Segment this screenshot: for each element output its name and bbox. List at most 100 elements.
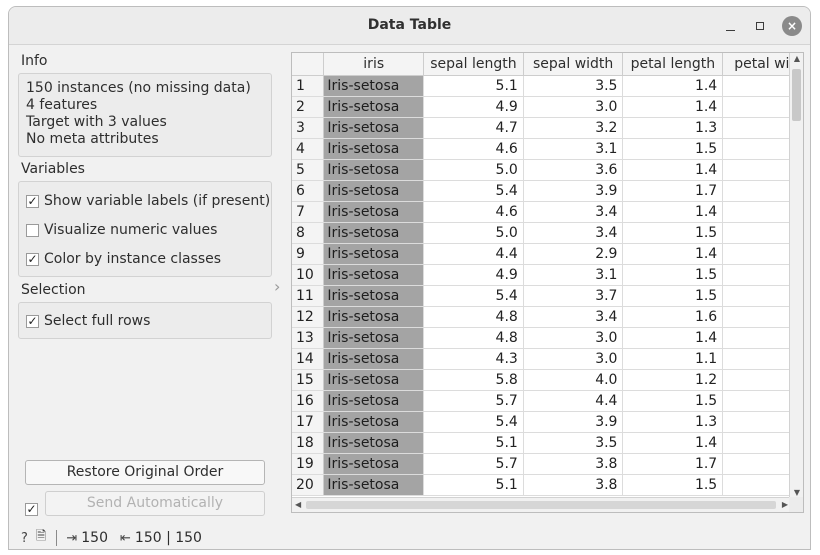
minimize-button[interactable] xyxy=(719,15,741,37)
sepal-length-cell[interactable]: 5.4 xyxy=(423,180,524,202)
petal-length-cell[interactable]: 1.5 xyxy=(622,264,724,286)
petal-length-cell[interactable]: 1.3 xyxy=(622,117,724,139)
table-row[interactable]: 19 Iris-setosa 5.7 3.8 1.7 xyxy=(292,453,803,475)
row-number[interactable]: 8 xyxy=(292,222,325,244)
visualize-numeric-checkbox[interactable] xyxy=(26,223,39,237)
row-number[interactable]: 5 xyxy=(292,159,325,181)
show-variable-labels-option[interactable]: ✓ Show variable labels (if present) xyxy=(26,191,270,211)
show-variable-labels-checkbox[interactable]: ✓ xyxy=(26,193,39,208)
send-automatically-button[interactable]: Send Automatically xyxy=(45,491,265,516)
iris-class-cell[interactable]: Iris-setosa xyxy=(323,222,425,244)
sepal-length-cell[interactable]: 4.7 xyxy=(423,117,524,139)
table-row[interactable]: 7 Iris-setosa 4.6 3.4 1.4 xyxy=(292,201,803,223)
sepal-length-cell[interactable]: 5.1 xyxy=(423,75,524,97)
table-row[interactable]: 9 Iris-setosa 4.4 2.9 1.4 xyxy=(292,243,803,265)
iris-class-cell[interactable]: Iris-setosa xyxy=(323,75,425,97)
iris-class-cell[interactable]: Iris-setosa xyxy=(323,306,425,328)
table-row[interactable]: 1 Iris-setosa 5.1 3.5 1.4 xyxy=(292,75,803,97)
row-number[interactable]: 18 xyxy=(292,432,325,454)
sepal-length-cell[interactable]: 5.4 xyxy=(423,411,524,433)
scroll-down-icon[interactable]: ▼ xyxy=(793,488,801,497)
data-table[interactable]: iris sepal length sepal width petal leng… xyxy=(291,52,804,513)
sepal-length-cell[interactable]: 5.0 xyxy=(423,159,524,181)
column-header-petal-width[interactable]: petal wi xyxy=(722,53,803,76)
select-full-rows-checkbox[interactable]: ✓ xyxy=(26,313,39,328)
sepal-width-cell[interactable]: 3.9 xyxy=(523,180,624,202)
column-header-iris[interactable]: iris xyxy=(323,53,425,76)
sepal-width-cell[interactable]: 4.4 xyxy=(523,390,624,412)
iris-class-cell[interactable]: Iris-setosa xyxy=(323,264,425,286)
sepal-width-cell[interactable]: 3.1 xyxy=(523,138,624,160)
table-row[interactable]: 10 Iris-setosa 4.9 3.1 1.5 xyxy=(292,264,803,286)
iris-class-cell[interactable]: Iris-setosa xyxy=(323,285,425,307)
row-number[interactable]: 17 xyxy=(292,411,325,433)
row-number[interactable]: 2 xyxy=(292,96,325,118)
sepal-width-cell[interactable]: 4.0 xyxy=(523,369,624,391)
iris-class-cell[interactable]: Iris-setosa xyxy=(323,390,425,412)
sepal-length-cell[interactable]: 4.8 xyxy=(423,327,524,349)
iris-class-cell[interactable]: Iris-setosa xyxy=(323,159,425,181)
table-row[interactable]: 17 Iris-setosa 5.4 3.9 1.3 xyxy=(292,411,803,433)
row-number[interactable]: 3 xyxy=(292,117,325,139)
petal-length-cell[interactable]: 1.2 xyxy=(622,369,724,391)
petal-length-cell[interactable]: 1.5 xyxy=(622,474,724,496)
column-header-petal-length[interactable]: petal length xyxy=(622,53,724,76)
petal-length-cell[interactable]: 1.5 xyxy=(622,222,724,244)
row-number[interactable]: 6 xyxy=(292,180,325,202)
sepal-length-cell[interactable]: 5.7 xyxy=(423,453,524,475)
sepal-length-cell[interactable]: 4.3 xyxy=(423,348,524,370)
sepal-width-cell[interactable]: 3.4 xyxy=(523,222,624,244)
vertical-scroll-thumb[interactable] xyxy=(792,69,801,121)
sepal-width-cell[interactable]: 2.9 xyxy=(523,243,624,265)
petal-length-cell[interactable]: 1.3 xyxy=(622,411,724,433)
sepal-length-cell[interactable]: 4.9 xyxy=(423,96,524,118)
scroll-up-icon[interactable]: ▲ xyxy=(793,54,801,63)
close-button[interactable]: × xyxy=(782,16,802,36)
petal-length-cell[interactable]: 1.4 xyxy=(622,243,724,265)
table-row[interactable]: 11 Iris-setosa 5.4 3.7 1.5 xyxy=(292,285,803,307)
scroll-right-icon[interactable]: ▶ xyxy=(781,500,788,509)
iris-class-cell[interactable]: Iris-setosa xyxy=(323,474,425,496)
sepal-length-cell[interactable]: 4.4 xyxy=(423,243,524,265)
sepal-length-cell[interactable]: 5.4 xyxy=(423,285,524,307)
table-row[interactable]: 14 Iris-setosa 4.3 3.0 1.1 xyxy=(292,348,803,370)
iris-class-cell[interactable]: Iris-setosa xyxy=(323,411,425,433)
row-number[interactable]: 12 xyxy=(292,306,325,328)
visualize-numeric-option[interactable]: Visualize numeric values xyxy=(26,220,217,240)
iris-class-cell[interactable]: Iris-setosa xyxy=(323,432,425,454)
petal-length-cell[interactable]: 1.6 xyxy=(622,306,724,328)
iris-class-cell[interactable]: Iris-setosa xyxy=(323,96,425,118)
row-number[interactable]: 20 xyxy=(292,474,325,496)
iris-class-cell[interactable]: Iris-setosa xyxy=(323,453,425,475)
row-number[interactable]: 9 xyxy=(292,243,325,265)
panel-splitter-chevron-icon[interactable]: › xyxy=(274,277,281,296)
sepal-width-cell[interactable]: 3.5 xyxy=(523,75,624,97)
sepal-width-cell[interactable]: 3.4 xyxy=(523,201,624,223)
iris-class-cell[interactable]: Iris-setosa xyxy=(323,369,425,391)
iris-class-cell[interactable]: Iris-setosa xyxy=(323,117,425,139)
table-row[interactable]: 3 Iris-setosa 4.7 3.2 1.3 xyxy=(292,117,803,139)
sepal-length-cell[interactable]: 4.8 xyxy=(423,306,524,328)
iris-class-cell[interactable]: Iris-setosa xyxy=(323,243,425,265)
sepal-width-cell[interactable]: 3.1 xyxy=(523,264,624,286)
column-header-sepal-length[interactable]: sepal length xyxy=(423,53,524,76)
select-full-rows-option[interactable]: ✓ Select full rows xyxy=(26,311,150,331)
color-by-class-option[interactable]: ✓ Color by instance classes xyxy=(26,249,221,269)
report-icon[interactable]: 🗎 xyxy=(35,529,47,544)
iris-class-cell[interactable]: Iris-setosa xyxy=(323,201,425,223)
table-row[interactable]: 2 Iris-setosa 4.9 3.0 1.4 xyxy=(292,96,803,118)
table-row[interactable]: 13 Iris-setosa 4.8 3.0 1.4 xyxy=(292,327,803,349)
iris-class-cell[interactable]: Iris-setosa xyxy=(323,138,425,160)
petal-length-cell[interactable]: 1.1 xyxy=(622,348,724,370)
horizontal-scroll-thumb[interactable] xyxy=(306,501,776,509)
sepal-length-cell[interactable]: 4.6 xyxy=(423,201,524,223)
petal-length-cell[interactable]: 1.4 xyxy=(622,201,724,223)
sepal-width-cell[interactable]: 3.2 xyxy=(523,117,624,139)
scroll-left-icon[interactable]: ◀ xyxy=(295,500,302,509)
petal-length-cell[interactable]: 1.5 xyxy=(622,138,724,160)
sepal-width-cell[interactable]: 3.0 xyxy=(523,96,624,118)
row-number[interactable]: 16 xyxy=(292,390,325,412)
sepal-length-cell[interactable]: 5.1 xyxy=(423,432,524,454)
row-number[interactable]: 15 xyxy=(292,369,325,391)
table-row[interactable]: 18 Iris-setosa 5.1 3.5 1.4 xyxy=(292,432,803,454)
